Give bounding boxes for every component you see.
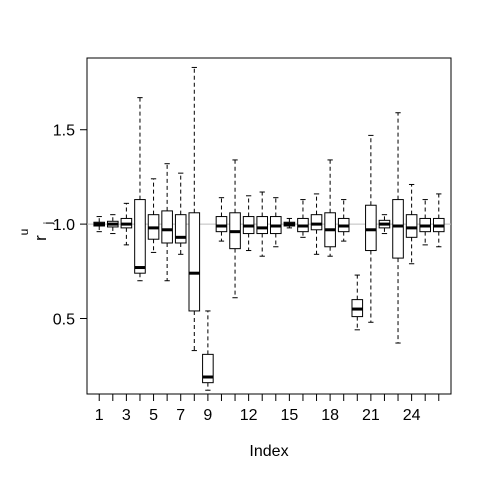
box-3: [120, 202, 133, 246]
box-iqr: [174, 214, 187, 244]
box-13: [256, 191, 269, 257]
x-tick-label: 15: [280, 407, 298, 424]
box-2: [107, 214, 119, 235]
box-iqr: [310, 214, 323, 231]
box-19: [337, 199, 350, 242]
box-9: [202, 310, 214, 391]
y-tick-label: 1.5: [53, 123, 75, 140]
x-tick-label: 3: [122, 407, 131, 424]
x-tick-label: 5: [149, 407, 158, 424]
box-22: [378, 214, 391, 235]
box-17: [310, 193, 323, 255]
x-tick-label: 9: [203, 407, 212, 424]
box-iqr: [256, 216, 269, 235]
box-10: [215, 197, 228, 242]
x-tick-label: 24: [403, 407, 421, 424]
x-axis-label: Index: [249, 443, 288, 460]
box-5: [147, 178, 160, 253]
boxes-group: [93, 66, 445, 391]
box-12: [242, 195, 255, 252]
box-26: [432, 193, 445, 248]
y-tick-label: 0.5: [53, 311, 75, 328]
x-tick-label: 12: [240, 407, 258, 424]
box-4: [134, 97, 146, 282]
box-20: [351, 274, 364, 331]
box-iqr: [134, 199, 146, 274]
box-6: [161, 163, 173, 282]
box-iqr: [405, 214, 418, 238]
x-tick-label: 7: [176, 407, 185, 424]
box-21: [365, 134, 377, 323]
y-axis-label-sub: j: [41, 222, 55, 226]
box-16: [297, 199, 309, 238]
box-8: [188, 66, 201, 352]
box-iqr: [202, 353, 214, 384]
box-iqr: [365, 204, 377, 252]
y-axis: 0.5 1.0 1.5: [53, 123, 87, 328]
x-axis: 1 3 5 7 9 12 15 18 21 24: [95, 393, 440, 424]
x-tick-label: 1: [95, 407, 104, 424]
box-iqr: [392, 199, 404, 259]
x-tick-label: 21: [362, 407, 380, 424]
box-iqr: [188, 212, 201, 312]
box-11: [229, 159, 241, 299]
box-24: [405, 183, 418, 265]
y-axis-label-sup: u: [17, 229, 31, 236]
box-23: [392, 112, 404, 344]
y-tick-label: 1.0: [53, 217, 75, 234]
box-iqr: [215, 216, 228, 233]
box-iqr: [161, 210, 173, 244]
y-axis-label-main: r: [31, 235, 50, 241]
x-tick-label: 18: [321, 407, 339, 424]
box-18: [324, 159, 336, 257]
box-7: [174, 172, 187, 255]
box-25: [419, 199, 431, 246]
box-15: [283, 217, 296, 229]
box-14: [269, 197, 282, 248]
box-1: [93, 216, 106, 233]
y-axis-label: r u j: [17, 222, 55, 241]
